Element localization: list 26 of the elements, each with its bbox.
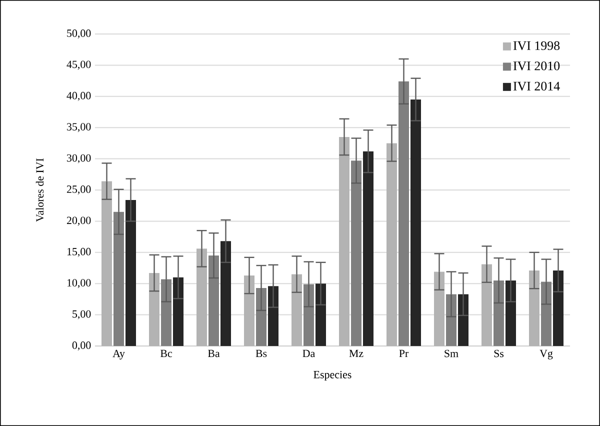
x-axis-title: Especies <box>314 370 352 381</box>
y-tick-label: 35,00 <box>67 123 91 132</box>
x-tick-label: Ss <box>494 350 504 358</box>
x-tick-label: Pr <box>399 350 409 358</box>
y-tick-label: 0,00 <box>72 342 91 350</box>
x-tick-label: Vg <box>540 350 553 360</box>
y-tick-label: 5,00 <box>72 310 91 320</box>
legend-label: IVI 2010 <box>513 62 560 70</box>
y-tick-label: 15,00 <box>67 248 91 257</box>
x-tick-label: Da <box>302 350 315 358</box>
y-tick-label: 10,00 <box>67 279 91 288</box>
x-tick-label: Bc <box>160 350 172 358</box>
y-tick-label: 40,00 <box>66 92 91 101</box>
x-tick-label: Mz <box>349 350 364 358</box>
y-tick-label: 30,00 <box>67 154 91 164</box>
x-tick-label: Ay <box>112 350 125 360</box>
x-tick-label: Sm <box>444 350 458 358</box>
x-tick-label: Bs <box>256 350 267 358</box>
y-axis-title: Valores de IVI <box>36 158 44 222</box>
y-tick-label: 20,00 <box>66 216 91 226</box>
x-tick-label: Ba <box>208 350 220 358</box>
legend-label: IVI 1998 <box>513 41 560 50</box>
y-tick-label: 25,00 <box>66 186 91 194</box>
legend-label: IVI 2014 <box>513 82 560 91</box>
y-tick-label: 45,00 <box>66 60 91 70</box>
y-tick-label: 50,00 <box>67 30 91 38</box>
